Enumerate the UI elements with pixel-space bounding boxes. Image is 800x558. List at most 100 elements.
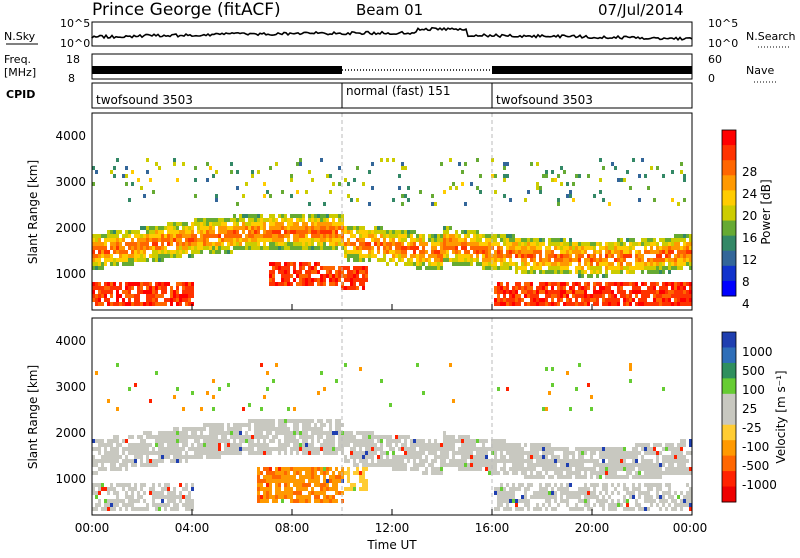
velocity-cell: [269, 471, 272, 475]
velocity-cell: [92, 463, 95, 467]
power-cell: [185, 294, 188, 298]
power-cell: [461, 254, 464, 258]
velocity-cell: [608, 507, 611, 511]
power-cell: [560, 294, 563, 298]
velocity-cell: [593, 459, 596, 463]
power-cell: [272, 270, 275, 274]
power-cell: [602, 198, 605, 202]
power-cell: [608, 282, 611, 286]
velocity-cell: [503, 507, 506, 511]
velocity-cell: [164, 503, 167, 507]
power-cell: [557, 242, 560, 246]
power-cell: [287, 222, 290, 226]
power-cell: [638, 258, 641, 262]
velocity-cell: [662, 463, 665, 467]
power-cell: [167, 298, 170, 302]
velocity-cell: [254, 435, 257, 439]
velocity-cell: [512, 471, 515, 475]
velocity-cell: [197, 439, 200, 443]
power-cell: [308, 242, 311, 246]
power-cell: [563, 242, 566, 246]
power-cell: [548, 270, 551, 274]
power-cell: [515, 294, 518, 298]
cpid-panel: [91, 82, 693, 109]
velocity-cell: [308, 451, 311, 455]
power-cell: [233, 222, 236, 226]
power-cell: [512, 302, 515, 306]
power-cell: [506, 254, 509, 258]
power-cell: [497, 302, 500, 306]
velocity-cell: [356, 467, 359, 471]
power-cell: [686, 234, 689, 238]
velocity-cell: [269, 423, 272, 427]
power-cell: [335, 242, 338, 246]
velocity-cell: [398, 435, 401, 439]
power-cell: [302, 246, 305, 250]
velocity-cell: [470, 443, 473, 447]
power-cell: [404, 234, 407, 238]
power-cell: [413, 246, 416, 250]
power-cell: [293, 238, 296, 242]
power-cell: [398, 238, 401, 242]
power-cell: [575, 250, 578, 254]
velocity-cell: [362, 467, 365, 471]
velocity-cell: [224, 435, 227, 439]
power-cell: [344, 274, 347, 278]
power-cell: [677, 250, 680, 254]
velocity-cell: [659, 451, 662, 455]
velocity-cell: [551, 383, 554, 387]
power-cell: [302, 282, 305, 286]
power-cell: [227, 230, 230, 234]
velocity-cell: [188, 507, 191, 511]
power-cell: [125, 262, 128, 266]
power-cell: [464, 258, 467, 262]
velocity-cell: [269, 491, 272, 495]
velocity-cell: [671, 451, 674, 455]
velocity-cell: [92, 507, 95, 511]
power-cell: [497, 234, 500, 238]
power-cell: [251, 226, 254, 230]
power-cell: [92, 166, 95, 170]
power-cell: [674, 258, 677, 262]
velocity-cell: [665, 507, 668, 511]
velocity-cell: [233, 451, 236, 455]
power-cell: [317, 226, 320, 230]
velocity-cell: [494, 439, 497, 443]
power-cell: [641, 298, 644, 302]
power-cell: [137, 242, 140, 246]
power-cell: [368, 254, 371, 258]
velocity-cell: [560, 495, 563, 499]
power-cell: [383, 238, 386, 242]
velocity-cell: [413, 463, 416, 467]
power-cell: [560, 282, 563, 286]
power-cell: [623, 282, 626, 286]
velocity-cell: [500, 503, 503, 507]
velocity-cell: [314, 427, 317, 431]
velocity-cell: [161, 495, 164, 499]
power-cell: [212, 218, 215, 222]
velocity-cell: [191, 455, 194, 459]
velocity-cell: [632, 467, 635, 471]
velocity-cell: [686, 499, 689, 503]
velocity-cell: [326, 499, 329, 503]
velocity-cell: [323, 431, 326, 435]
power-cell: [662, 286, 665, 290]
velocity-cell: [182, 407, 185, 411]
velocity-cell: [548, 503, 551, 507]
power-cell: [554, 246, 557, 250]
velocity-cell: [140, 463, 143, 467]
velocity-cell: [605, 471, 608, 475]
power-cell: [506, 250, 509, 254]
velocity-cell: [500, 451, 503, 455]
velocity-cell: [359, 447, 362, 451]
velocity-cell: [542, 491, 545, 495]
velocity-cell: [116, 455, 119, 459]
power-cell: [188, 302, 191, 306]
power-cell: [377, 250, 380, 254]
power-cell: [515, 250, 518, 254]
station-title: Prince George (fitACF): [92, 0, 281, 20]
velocity-cell: [470, 467, 473, 471]
power-cell: [584, 250, 587, 254]
power-cell: [281, 246, 284, 250]
power-cell: [512, 286, 515, 290]
